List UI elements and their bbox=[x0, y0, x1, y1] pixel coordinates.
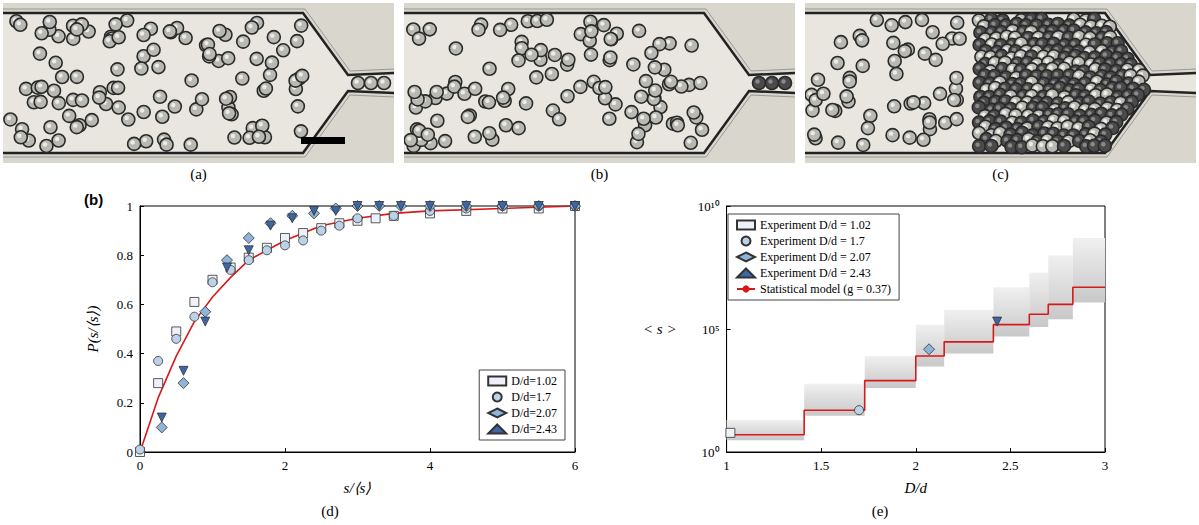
svg-text:D/d=1.02: D/d=1.02 bbox=[511, 374, 557, 388]
svg-text:6: 6 bbox=[572, 458, 579, 473]
svg-text:1: 1 bbox=[127, 199, 134, 214]
svg-text:Experiment D/d = 2.43: Experiment D/d = 2.43 bbox=[760, 266, 871, 280]
svg-text:2: 2 bbox=[282, 458, 289, 473]
svg-text:3: 3 bbox=[1102, 458, 1109, 473]
svg-text:Experiment D/d = 2.07: Experiment D/d = 2.07 bbox=[760, 250, 871, 264]
html-text:(d): (d) bbox=[321, 503, 339, 519]
html-text:(e): (e) bbox=[871, 503, 889, 519]
svg-text:0: 0 bbox=[137, 458, 144, 473]
svg-text:10¹⁰: 10¹⁰ bbox=[698, 199, 720, 214]
svg-text:0: 0 bbox=[127, 445, 134, 460]
svg-text:2: 2 bbox=[913, 458, 920, 473]
svg-text:10⁰: 10⁰ bbox=[702, 445, 720, 460]
svg-text:Experiment D/d = 1.02: Experiment D/d = 1.02 bbox=[760, 218, 871, 232]
svg-text:D/d=2.07: D/d=2.07 bbox=[511, 406, 557, 420]
svg-text:D/d=1.7: D/d=1.7 bbox=[511, 390, 551, 404]
svg-text:0.6: 0.6 bbox=[117, 297, 134, 312]
svg-text:P(s/⟨s⟩): P(s/⟨s⟩) bbox=[85, 306, 102, 354]
svg-text:2.5: 2.5 bbox=[1002, 458, 1018, 473]
html-text:(c): (c) bbox=[992, 166, 1009, 182]
svg-text:(b): (b) bbox=[84, 191, 103, 208]
svg-text:s/⟨s⟩: s/⟨s⟩ bbox=[344, 480, 372, 496]
svg-text:0.4: 0.4 bbox=[117, 346, 134, 361]
html-text:(b): (b) bbox=[590, 166, 609, 182]
svg-text:10⁵: 10⁵ bbox=[702, 322, 720, 337]
svg-text:4: 4 bbox=[427, 458, 434, 473]
svg-text:D/d=2.43: D/d=2.43 bbox=[511, 422, 557, 436]
svg-text:1: 1 bbox=[723, 458, 730, 473]
svg-text:D/d: D/d bbox=[904, 480, 928, 496]
svg-text:Experiment D/d = 1.7: Experiment D/d = 1.7 bbox=[760, 234, 865, 248]
svg-text:0.8: 0.8 bbox=[117, 248, 133, 263]
svg-text:1.5: 1.5 bbox=[813, 458, 829, 473]
svg-text:0.2: 0.2 bbox=[117, 395, 133, 410]
html-text:(a): (a) bbox=[190, 166, 207, 182]
svg-text:Statistical model (g = 0.37): Statistical model (g = 0.37) bbox=[760, 282, 891, 296]
svg-text:< s >: < s > bbox=[643, 321, 677, 337]
